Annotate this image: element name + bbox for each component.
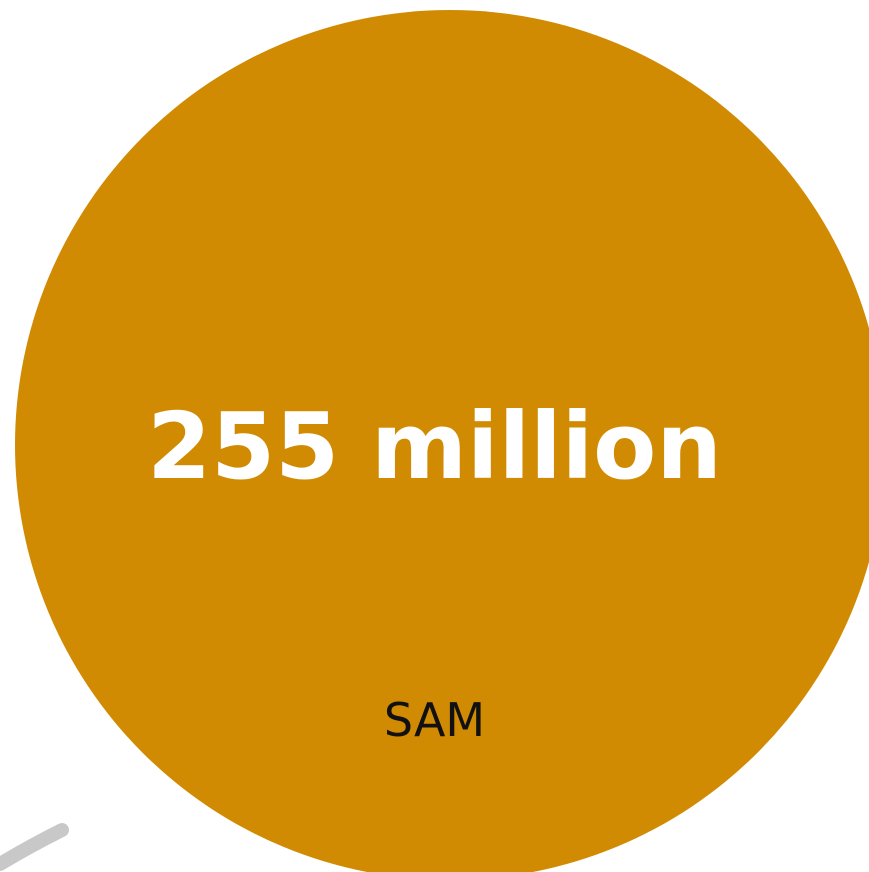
sam-circle xyxy=(15,10,869,872)
sam-label: SAM xyxy=(383,693,486,747)
sam-value: 255 million xyxy=(147,393,722,500)
